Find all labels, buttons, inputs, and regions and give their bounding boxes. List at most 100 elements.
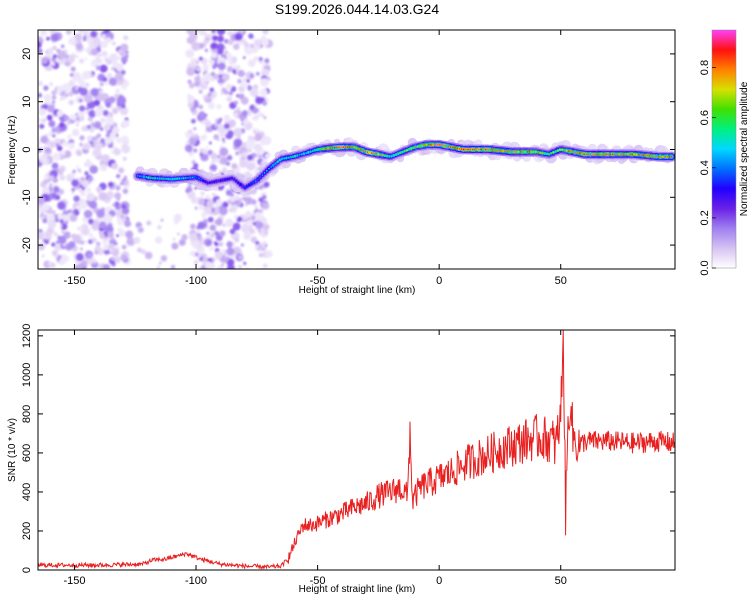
noise-blob xyxy=(104,137,112,145)
ridge-cell xyxy=(666,155,668,158)
ridge-cell xyxy=(257,178,259,181)
noise-blob xyxy=(120,43,129,52)
noise-blob xyxy=(61,90,65,94)
y-tick-label: 1000 xyxy=(21,363,33,387)
noise-blob xyxy=(209,87,215,93)
noise-blob xyxy=(70,171,76,177)
noise-blob xyxy=(239,159,248,168)
noise-blob xyxy=(201,211,206,217)
noise-blob xyxy=(92,148,102,158)
noise-blob xyxy=(253,56,259,62)
noise-blob xyxy=(44,147,52,154)
noise-blob xyxy=(190,223,196,230)
ridge-cell xyxy=(465,148,467,151)
noise-blob xyxy=(196,197,200,201)
noise-blob xyxy=(111,248,120,257)
noise-blob xyxy=(219,82,223,87)
noise-blob xyxy=(102,110,109,116)
x-tick-label: -50 xyxy=(310,275,326,287)
noise-blob xyxy=(75,253,84,262)
ridge-cell xyxy=(377,153,380,156)
noise-blob xyxy=(204,48,208,53)
noise-blob xyxy=(121,144,131,154)
x-tick-label: 0 xyxy=(436,275,442,287)
noise-blob xyxy=(88,176,92,180)
noise-blob xyxy=(103,248,110,255)
ridge-cell xyxy=(355,147,358,150)
noise-blob xyxy=(83,82,88,87)
ridge-cell xyxy=(187,177,189,179)
noise-blob xyxy=(242,214,248,220)
noise-blob xyxy=(58,188,65,195)
noise-blob xyxy=(89,165,98,174)
noise-blob xyxy=(172,237,176,241)
noise-blob xyxy=(40,135,49,144)
noise-blob xyxy=(263,181,270,188)
noise-blob xyxy=(264,244,268,247)
noise-blob xyxy=(119,106,129,116)
noise-blob xyxy=(261,38,269,47)
noise-blob xyxy=(121,244,127,250)
ridge-cell xyxy=(248,184,251,186)
noise-blob xyxy=(75,54,79,59)
spectrogram-y-label: Frequency (Hz) xyxy=(7,116,18,185)
noise-blob xyxy=(117,227,123,234)
ridge-cell xyxy=(559,148,561,151)
noise-blob xyxy=(227,199,232,205)
noise-blob xyxy=(42,103,49,109)
ridge-cell xyxy=(629,153,631,156)
snr-x-ticks: -150 -100 -50 0 50 xyxy=(63,330,567,587)
ridge-cell xyxy=(572,151,574,153)
noise-blob xyxy=(241,123,244,126)
noise-blob xyxy=(208,90,218,99)
ridge-cell xyxy=(141,175,143,178)
ridge-cell xyxy=(217,180,220,182)
noise-blob xyxy=(233,127,242,137)
noise-blob xyxy=(233,65,238,70)
noise-blob xyxy=(243,42,250,48)
noise-blob xyxy=(237,69,245,78)
noise-blob xyxy=(247,135,253,141)
ridge-cell xyxy=(287,156,290,159)
ridge-cell xyxy=(147,176,150,179)
ridge-cell xyxy=(200,178,202,181)
noise-blob xyxy=(192,240,201,249)
ridge-cell xyxy=(388,155,391,158)
ridge-cell xyxy=(613,153,616,156)
noise-blob xyxy=(144,251,153,260)
noise-blob xyxy=(96,209,105,218)
noise-blob xyxy=(226,83,232,90)
ridge-cell xyxy=(322,147,325,150)
ridge-cell xyxy=(375,152,378,155)
ridge-cell xyxy=(371,152,373,154)
noise-blob xyxy=(122,156,127,161)
noise-blob xyxy=(243,118,249,125)
noise-blob xyxy=(59,172,63,176)
ridge-cell xyxy=(524,151,526,153)
noise-blob xyxy=(263,137,271,145)
ridge-cell xyxy=(423,144,426,147)
noise-blob xyxy=(121,104,126,109)
ridge-cell xyxy=(353,146,356,149)
noise-blob xyxy=(226,247,235,256)
noise-blob xyxy=(219,156,228,165)
ridge-cell xyxy=(266,169,268,172)
noise-blob xyxy=(43,260,51,269)
noise-blob xyxy=(209,247,213,251)
ridge-cell xyxy=(460,148,463,151)
ridge-cell xyxy=(482,148,485,151)
ridge-cell xyxy=(417,145,419,148)
noise-blob xyxy=(84,171,89,176)
noise-blob xyxy=(72,169,76,174)
noise-blob xyxy=(68,142,75,150)
noise-blob xyxy=(210,160,215,165)
noise-blob xyxy=(48,171,51,174)
noise-blob xyxy=(160,255,168,262)
noise-blob xyxy=(247,85,253,91)
noise-blob xyxy=(204,206,212,215)
noise-blob xyxy=(99,127,104,131)
ridge-cell xyxy=(511,151,513,153)
noise-blob xyxy=(187,95,196,104)
x-tick-label: -150 xyxy=(63,275,85,287)
